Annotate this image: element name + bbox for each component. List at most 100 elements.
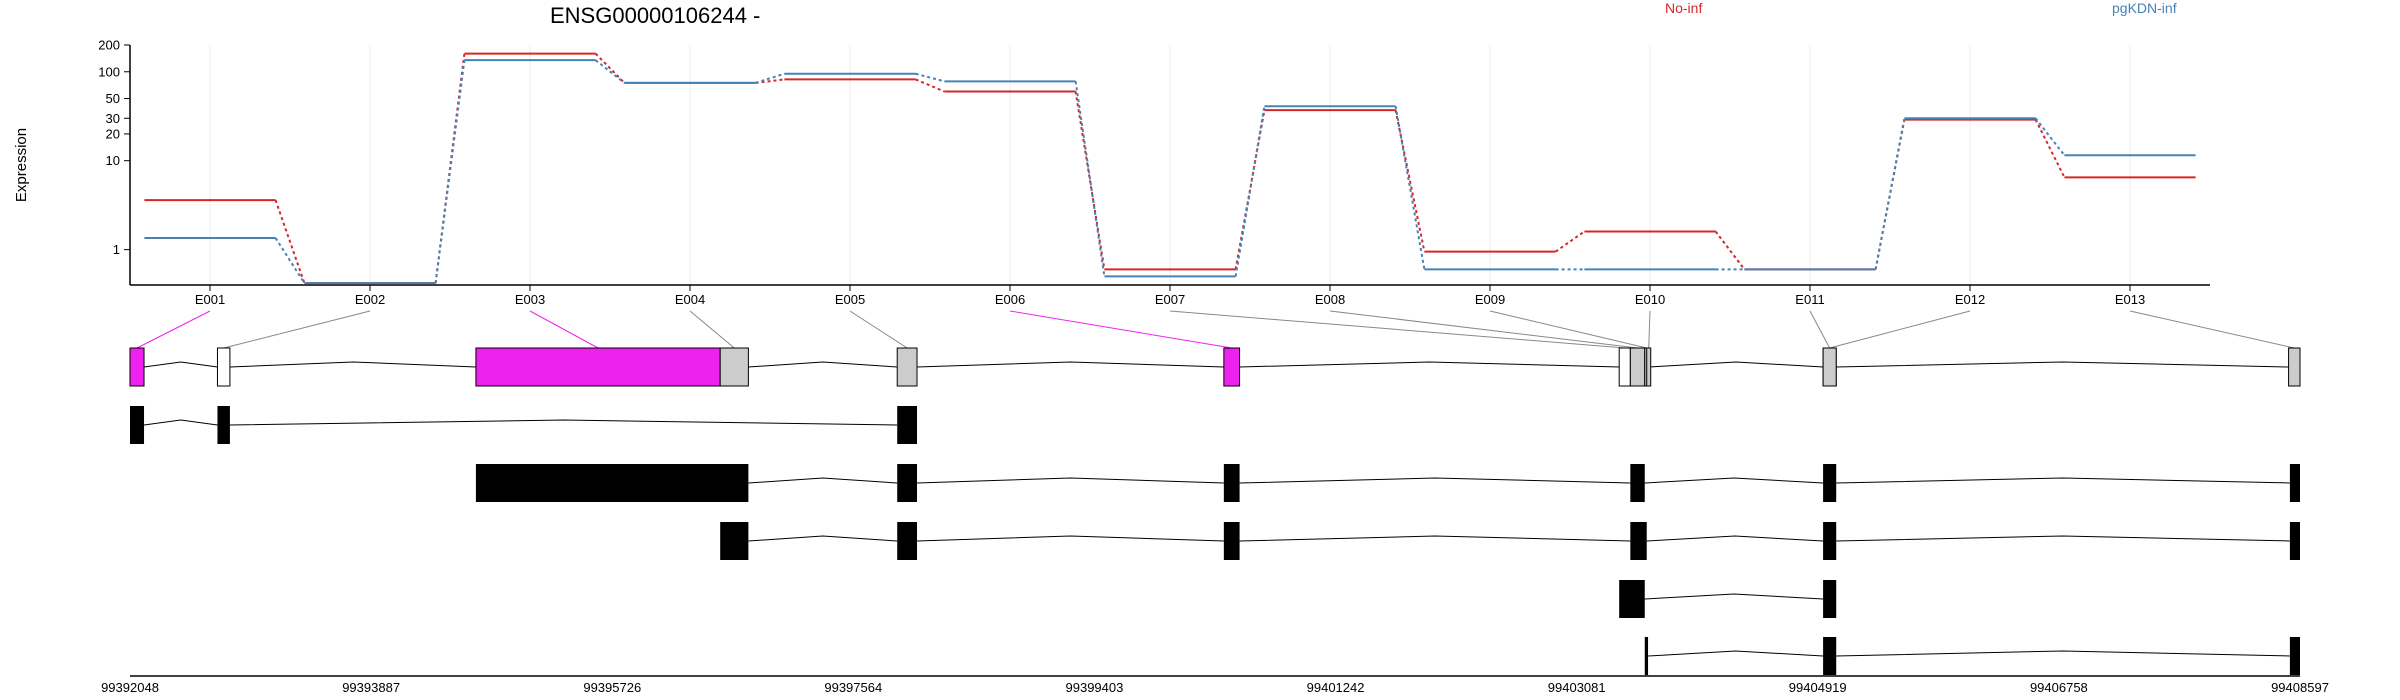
connector-E005 <box>849 310 908 349</box>
series-No-inf-connector <box>1555 230 1585 253</box>
intron-line <box>748 361 898 368</box>
y-tick-label: 1 <box>113 242 120 257</box>
exon-E010 <box>1646 347 1652 387</box>
x-tick-label: E005 <box>835 292 865 307</box>
coordinate-tick-label: 99397564 <box>824 680 882 695</box>
transcript-exon <box>2289 637 2300 675</box>
transcript-exon <box>1823 637 1837 675</box>
intron-line <box>1239 361 1620 368</box>
intron-line <box>229 361 476 368</box>
connector-E013 <box>2129 310 2295 349</box>
connector-E001 <box>136 310 211 349</box>
transcript-intron <box>1836 650 2290 657</box>
series-No-inf-connector <box>755 78 785 84</box>
gene-model <box>129 347 2301 387</box>
y-tick-label: 100 <box>98 64 120 79</box>
series-pgKDN-inf-connector <box>434 60 466 284</box>
transcript-exon <box>1223 464 1240 502</box>
connector-E006 <box>1009 310 1232 349</box>
intron-line <box>917 361 1224 368</box>
connector-E011 <box>1809 310 1831 349</box>
coordinate-tick-label: 99393887 <box>342 680 400 695</box>
transcript-exon <box>1223 522 1240 560</box>
transcript-intron <box>1646 535 1824 542</box>
connector-E008 <box>1329 310 1638 349</box>
x-tick-label: E007 <box>1155 292 1185 307</box>
y-axis-label: Expression <box>13 128 30 202</box>
exon-E003 <box>475 347 721 387</box>
expression-lines <box>144 52 2196 285</box>
exon-E002 <box>216 347 231 387</box>
coordinate-tick-label: 99395726 <box>583 680 641 695</box>
transcript-exon <box>897 464 918 502</box>
exon-E004 <box>719 347 749 387</box>
transcript-intron <box>748 535 898 542</box>
transcript-exon <box>1630 464 1645 502</box>
transcript-intron <box>1239 535 1631 542</box>
transcript-exon <box>720 522 749 560</box>
exon-E006 <box>1223 347 1241 387</box>
transcript-3 <box>720 522 2300 560</box>
coordinate-tick-label: 99401242 <box>1307 680 1365 695</box>
series-pgKDN-inf-connector <box>594 59 626 84</box>
y-tick-label: 10 <box>106 153 120 168</box>
transcript-intron <box>917 477 1224 484</box>
series-No-inf-connector <box>1394 109 1426 252</box>
x-tick-label: E004 <box>675 292 705 307</box>
chart-title: ENSG00000106244 - <box>550 3 760 28</box>
transcript-intron <box>1644 593 1824 600</box>
x-tick-label: E011 <box>1795 292 1824 307</box>
transcript-exon <box>1823 464 1837 502</box>
transcript-exon <box>2289 464 2300 502</box>
x-tick-label: E002 <box>355 292 385 307</box>
series-pgKDN-inf <box>144 59 2196 285</box>
transcript-intron <box>1836 477 2290 484</box>
exon-connectors <box>136 310 2295 349</box>
x-tick-label: E001 <box>195 292 225 307</box>
x-tick-label: E003 <box>515 292 545 307</box>
coordinate-tick-label: 99403081 <box>1548 680 1606 695</box>
connector-E003 <box>529 310 599 349</box>
coordinate-tick-label: 99404919 <box>1789 680 1847 695</box>
series-pgKDN-inf-connector <box>1394 106 1426 270</box>
connector-E012 <box>1829 310 1971 349</box>
transcript-intron <box>917 535 1224 542</box>
transcript-exon <box>1823 522 1837 560</box>
transcript-intron <box>1648 650 1824 657</box>
series-pgKDN-inf-connector <box>2034 117 2066 156</box>
y-tick-label: 30 <box>106 111 120 126</box>
transcript-intron <box>1836 535 2290 542</box>
transcript-intron <box>229 419 898 426</box>
exon-E013 <box>2288 347 2301 387</box>
coordinate-tick-label: 99406758 <box>2030 680 2088 695</box>
coordinate-tick-label: 99392048 <box>101 680 159 695</box>
transcript-exon <box>2289 522 2300 560</box>
x-tick-label: E012 <box>1955 292 1985 307</box>
transcript-exon <box>897 522 918 560</box>
series-pgKDN-inf-connector <box>274 237 306 284</box>
coordinate-tick-label: 99399403 <box>1066 680 1124 695</box>
genomic-coordinate-axis: 99392048 99393887 99395726 99397564 99399403… <box>101 675 2329 695</box>
series-No-inf-connector <box>915 78 945 93</box>
series-pgKDN-inf-connector <box>1874 118 1906 270</box>
series-pgKDN-inf-connector <box>755 72 785 84</box>
series-No-inf-connector <box>1714 230 1746 270</box>
y-tick-label: 200 <box>98 38 120 53</box>
connector-E002 <box>223 310 371 349</box>
intron-line <box>1836 361 2289 368</box>
legend-no-inf: No-inf <box>1665 0 1702 16</box>
series-No-inf-connector <box>1074 91 1106 270</box>
series-pgKDN-inf-connector <box>915 72 945 83</box>
transcript-intron <box>143 419 218 426</box>
x-tick-label: E013 <box>2115 292 2145 307</box>
intron-line <box>1648 361 1824 368</box>
x-tick-label: E008 <box>1315 292 1345 307</box>
x-axis: E001 E002 E003 E004 E005 E006 E007 E008 E009 E010… <box>130 284 2210 307</box>
transcript-exon <box>1630 522 1647 560</box>
x-tick-label: E009 <box>1475 292 1505 307</box>
series-No-inf-connector <box>2034 119 2066 178</box>
transcript-exon <box>1644 637 1649 675</box>
series-No-inf-connector <box>594 52 626 84</box>
